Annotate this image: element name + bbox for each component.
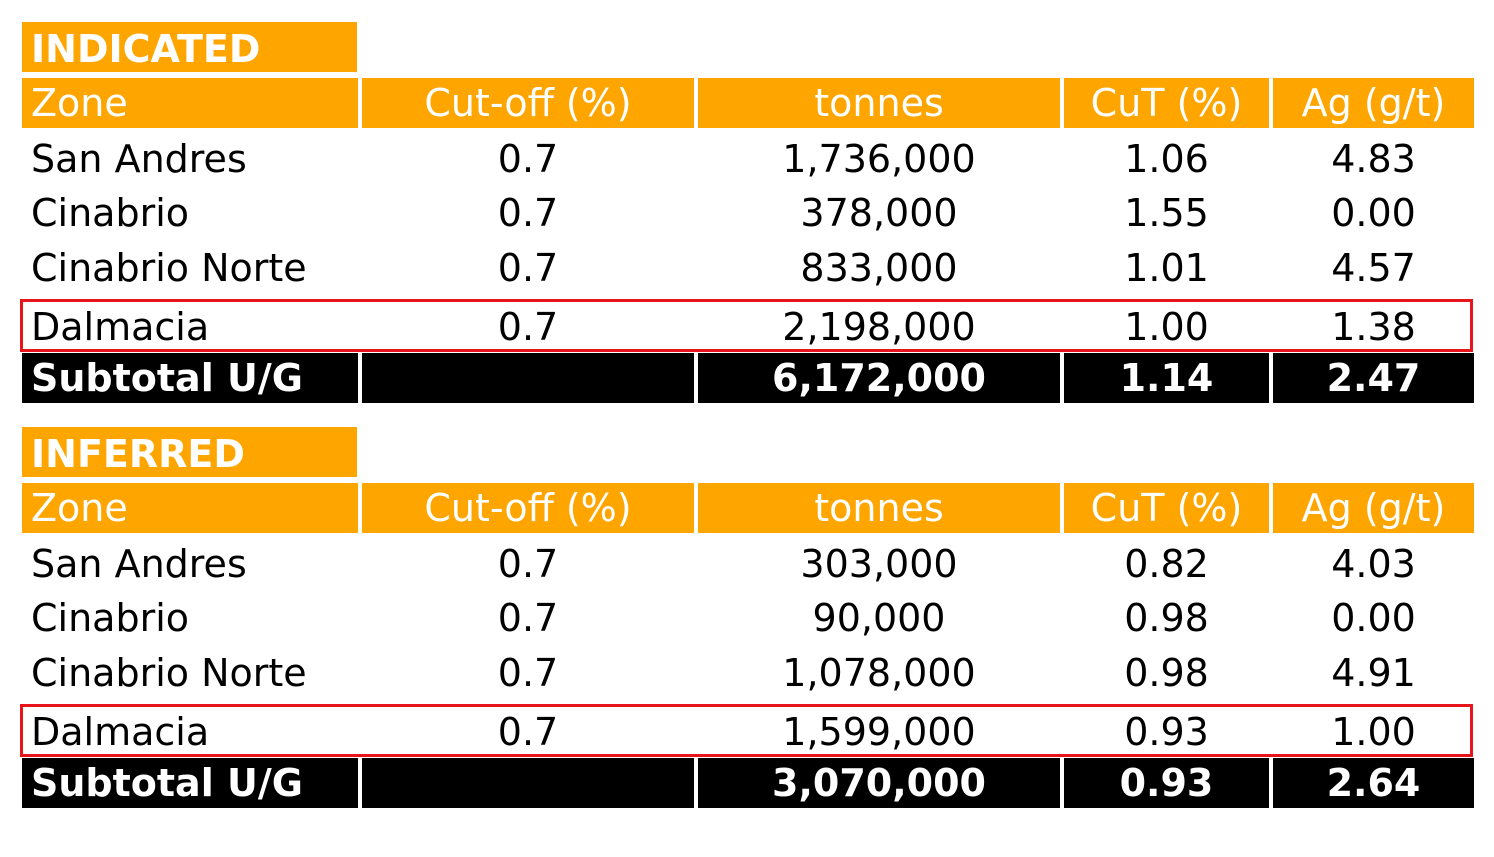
table-row: Cinabrio Norte 0.7 1,078,000 0.98 4.91 bbox=[20, 645, 1475, 700]
table-cell: 2,198,000 bbox=[782, 304, 976, 349]
table-title: INDICATED bbox=[22, 22, 357, 72]
column-header: tonnes bbox=[698, 78, 1060, 128]
table-cell: Dalmacia bbox=[31, 709, 210, 754]
column-header: Zone bbox=[22, 78, 358, 128]
table-cell: 1.38 bbox=[1331, 304, 1416, 349]
table-cell: 0.00 bbox=[1331, 190, 1416, 235]
table-cell: 90,000 bbox=[812, 595, 946, 640]
table-cell: 378,000 bbox=[800, 190, 958, 235]
subtotal-cell: 0.93 bbox=[1064, 758, 1269, 808]
table-cell: 0.00 bbox=[1331, 595, 1416, 640]
column-header: Ag (g/t) bbox=[1273, 483, 1474, 533]
column-header: CuT (%) bbox=[1064, 78, 1269, 128]
subtotal-cell: 6,172,000 bbox=[698, 353, 1060, 403]
table-cell: 0.7 bbox=[497, 245, 559, 290]
highlight-box bbox=[20, 299, 1473, 352]
subtotal-cell bbox=[362, 353, 694, 403]
table-cell: 0.7 bbox=[497, 541, 559, 586]
table-row: Dalmacia 0.7 2,198,000 1.00 1.38 bbox=[20, 299, 1475, 354]
table-row: Cinabrio Norte 0.7 833,000 1.01 4.57 bbox=[20, 240, 1475, 295]
subtotal-row: Subtotal U/G 3,070,000 0.93 2.64 bbox=[20, 758, 1475, 808]
subtotal-cell: 2.47 bbox=[1273, 353, 1474, 403]
table-row: Cinabrio 0.7 378,000 1.55 0.00 bbox=[20, 185, 1475, 240]
column-header: CuT (%) bbox=[1064, 483, 1269, 533]
table-cell: Cinabrio bbox=[31, 595, 190, 640]
table-cell: 833,000 bbox=[800, 245, 958, 290]
table-cell: 1.00 bbox=[1124, 304, 1209, 349]
table-cell: San Andres bbox=[31, 541, 247, 586]
table-cell: 4.03 bbox=[1331, 541, 1416, 586]
column-header: tonnes bbox=[698, 483, 1060, 533]
table-cell: 0.7 bbox=[497, 650, 559, 695]
table-cell: 0.7 bbox=[497, 190, 559, 235]
highlight-box bbox=[20, 704, 1473, 757]
subtotal-cell: 2.64 bbox=[1273, 758, 1474, 808]
table-cell: 4.83 bbox=[1331, 136, 1416, 181]
table-cell: 4.91 bbox=[1331, 650, 1416, 695]
table-cell: 0.7 bbox=[497, 136, 559, 181]
table-cell: 1.00 bbox=[1331, 709, 1416, 754]
table-cell: 0.82 bbox=[1124, 541, 1209, 586]
table-cell: Cinabrio Norte bbox=[31, 650, 307, 695]
subtotal-cell: Subtotal U/G bbox=[22, 758, 358, 808]
table-cell: Dalmacia bbox=[31, 304, 210, 349]
table-cell: 4.57 bbox=[1331, 245, 1416, 290]
table-cell: 0.93 bbox=[1124, 709, 1209, 754]
table-row: San Andres 0.7 1,736,000 1.06 4.83 bbox=[20, 131, 1475, 186]
column-header: Ag (g/t) bbox=[1273, 78, 1474, 128]
table-cell: 1.06 bbox=[1124, 136, 1209, 181]
column-header: Cut-off (%) bbox=[362, 78, 694, 128]
table-cell: 1,078,000 bbox=[782, 650, 976, 695]
table-cell: 1.01 bbox=[1124, 245, 1209, 290]
table-cell: 0.7 bbox=[497, 709, 559, 754]
table-row: San Andres 0.7 303,000 0.82 4.03 bbox=[20, 536, 1475, 591]
header-row: Zone Cut-off (%) tonnes CuT (%) Ag (g/t) bbox=[20, 78, 1475, 128]
table-cell: 0.98 bbox=[1124, 650, 1209, 695]
subtotal-cell: 3,070,000 bbox=[698, 758, 1060, 808]
table-row: Cinabrio 0.7 90,000 0.98 0.00 bbox=[20, 590, 1475, 645]
table-cell: 0.7 bbox=[497, 595, 559, 640]
column-header: Cut-off (%) bbox=[362, 483, 694, 533]
column-header: Zone bbox=[22, 483, 358, 533]
table-title: INFERRED bbox=[22, 427, 357, 477]
table-cell: Cinabrio bbox=[31, 190, 190, 235]
header-row: Zone Cut-off (%) tonnes CuT (%) Ag (g/t) bbox=[20, 483, 1475, 533]
table-cell: 1.55 bbox=[1124, 190, 1209, 235]
table-cell: 0.98 bbox=[1124, 595, 1209, 640]
subtotal-cell: 1.14 bbox=[1064, 353, 1269, 403]
table-row: Dalmacia 0.7 1,599,000 0.93 1.00 bbox=[20, 704, 1475, 759]
subtotal-row: Subtotal U/G 6,172,000 1.14 2.47 bbox=[20, 353, 1475, 403]
subtotal-cell bbox=[362, 758, 694, 808]
table-cell: San Andres bbox=[31, 136, 247, 181]
table-cell: 303,000 bbox=[800, 541, 958, 586]
table-cell: Cinabrio Norte bbox=[31, 245, 307, 290]
table-cell: 1,599,000 bbox=[782, 709, 976, 754]
table-cell: 1,736,000 bbox=[782, 136, 976, 181]
table-cell: 0.7 bbox=[497, 304, 559, 349]
subtotal-cell: Subtotal U/G bbox=[22, 353, 358, 403]
